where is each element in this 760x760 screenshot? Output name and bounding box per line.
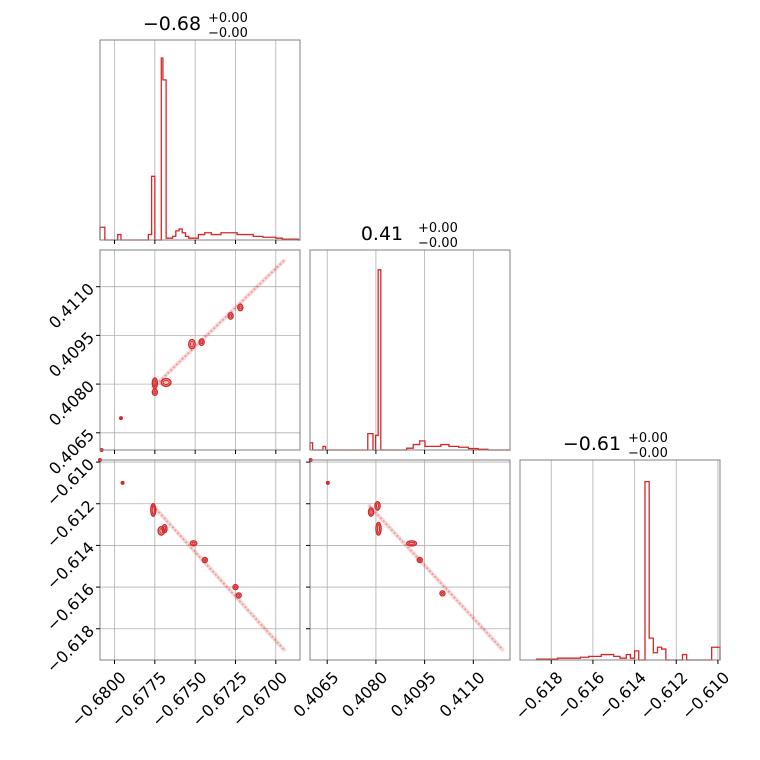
density-contour-inner xyxy=(229,313,233,318)
density-contour-inner xyxy=(162,379,170,386)
sample-point xyxy=(325,480,330,485)
panel-bg xyxy=(100,40,300,240)
panel-title-minus: −0.00 xyxy=(418,236,458,251)
density-contour xyxy=(367,507,375,517)
density-contour-inner xyxy=(191,541,196,545)
density-contour-inner xyxy=(190,340,194,348)
scatter-panel-0-1 xyxy=(96,249,301,454)
density-contour xyxy=(201,556,209,564)
density-contour xyxy=(189,540,198,547)
panel-frame xyxy=(309,459,511,661)
x-tick-label: 0.4110 xyxy=(436,668,489,721)
density-contour xyxy=(188,338,196,350)
panel-bg xyxy=(310,250,510,450)
density-contour-inner xyxy=(418,558,422,562)
density-contour-inner xyxy=(153,379,157,388)
histogram-step-line xyxy=(99,57,300,241)
y-tick-label: 0.4095 xyxy=(45,328,98,381)
density-contour xyxy=(439,590,446,597)
panel-title-plus: +0.00 xyxy=(628,431,668,446)
sample-point xyxy=(118,416,123,421)
panel-title-plus: +0.00 xyxy=(208,11,248,26)
density-contour-inner xyxy=(163,525,167,532)
scatter-panel-0-2 xyxy=(96,458,301,664)
panel-frame xyxy=(99,459,301,661)
density-contour-inner xyxy=(233,585,237,589)
sample-density-core xyxy=(152,505,285,651)
density-contour-inner xyxy=(377,523,381,534)
panel-title-median: −0.68 xyxy=(143,13,201,35)
density-contour xyxy=(406,540,418,547)
density-contour xyxy=(235,592,242,599)
density-contour xyxy=(374,500,381,511)
density-contour-inner xyxy=(151,505,155,515)
sample-density-band xyxy=(367,503,505,652)
density-contour-inner xyxy=(203,558,207,562)
density-contour xyxy=(416,556,423,564)
panel-bg xyxy=(100,250,300,450)
panel-frame xyxy=(99,39,301,241)
panel-bg xyxy=(310,460,510,660)
y-tick-label: 0.4110 xyxy=(45,279,98,332)
sample-density-core xyxy=(368,505,504,651)
panel-bg xyxy=(100,460,300,660)
density-contour-inner xyxy=(440,591,444,595)
histogram-panel-1: 0.41 +0.00−0.00 xyxy=(309,221,511,454)
panel-frame xyxy=(99,249,301,451)
density-contour-inner xyxy=(237,593,241,597)
panel-frame xyxy=(519,459,721,661)
density-contour-inner xyxy=(369,509,373,515)
histogram-panel-2: −0.61 +0.00−0.00 xyxy=(519,431,721,664)
density-contour xyxy=(375,521,382,536)
density-contour-inner xyxy=(238,305,242,310)
panel-title-median: −0.61 xyxy=(563,433,621,455)
panel-title-plus: +0.00 xyxy=(418,221,458,236)
sample-density-band xyxy=(151,258,286,390)
x-tick-label: 0.4080 xyxy=(338,668,391,721)
y-tick-label: 0.4080 xyxy=(45,377,98,430)
density-contour-inner xyxy=(153,390,157,395)
scatter-panel-1-2 xyxy=(306,458,511,664)
sample-density-band xyxy=(151,503,286,652)
panel-bg xyxy=(520,460,720,660)
x-tick-label: 0.4065 xyxy=(289,668,342,721)
density-contour xyxy=(151,388,159,397)
density-contour xyxy=(161,523,168,534)
panel-title-minus: −0.00 xyxy=(628,446,668,461)
histogram-panel-0: −0.68 +0.00−0.00 xyxy=(99,11,301,244)
density-contour xyxy=(227,311,234,320)
panel-frame xyxy=(309,249,511,451)
density-contour xyxy=(232,583,239,591)
panel-title-minus: −0.00 xyxy=(208,26,248,41)
density-contour-inner xyxy=(376,502,380,509)
x-tick-label: 0.4095 xyxy=(387,668,440,721)
density-contour-inner xyxy=(408,541,416,545)
panel-title-median: 0.41 xyxy=(361,223,403,245)
density-contour xyxy=(237,303,244,312)
density-contour xyxy=(198,338,205,347)
sample-point xyxy=(120,480,125,485)
density-contour-inner xyxy=(200,340,204,345)
histogram-step-line xyxy=(309,269,510,451)
